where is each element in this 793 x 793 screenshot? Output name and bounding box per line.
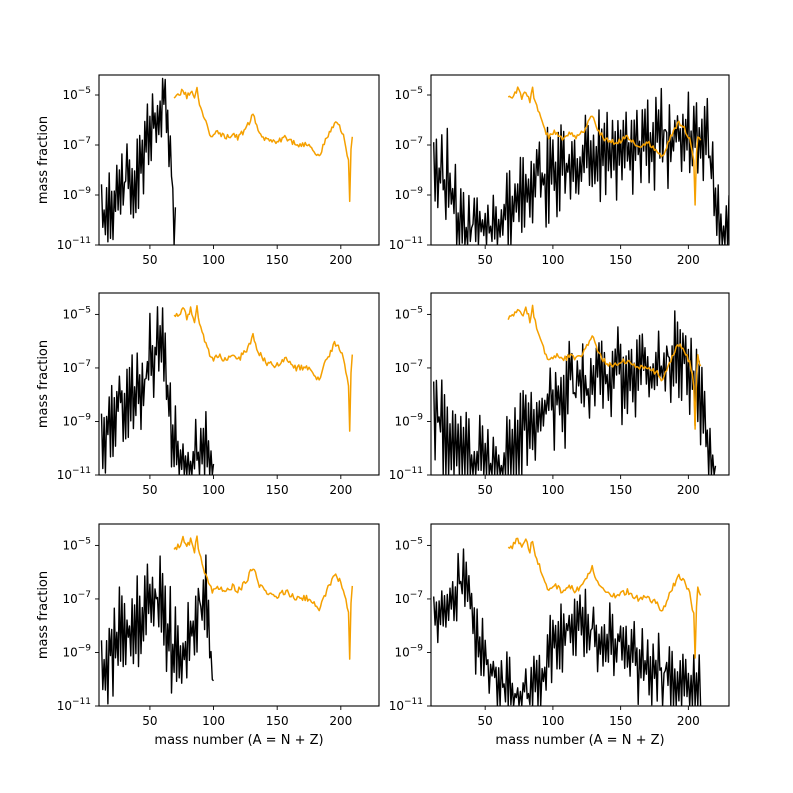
orange-series-line: [173, 304, 354, 432]
y-tick-label: 10−5: [62, 536, 91, 552]
y-tick-label: 10−7: [394, 590, 423, 606]
orange-series-line: [173, 535, 354, 660]
x-tick-label: 150: [609, 253, 632, 267]
y-tick-label: 10−11: [57, 466, 91, 482]
plot-frame: [98, 523, 380, 707]
x-tick-label: 50: [478, 253, 493, 267]
x-tick-label: 50: [478, 714, 493, 728]
y-tick-label: 10−9: [394, 412, 423, 428]
x-axis-label: mass number (A = N + Z): [154, 733, 323, 748]
black-series-line: [100, 554, 215, 705]
x-tick-label: 50: [142, 483, 157, 497]
plot-frame: [430, 74, 730, 246]
y-tick-label: 10−7: [62, 136, 91, 152]
plot-frame: [430, 523, 730, 707]
panel-bottom-left: 50 100 150 200 10−11 10−9 10−7 10−5 mass fractio…: [36, 523, 380, 748]
black-series-line: [433, 87, 729, 245]
y-tick-label: 10−11: [389, 236, 423, 252]
x-tick-label: 100: [202, 714, 225, 728]
y-tick-label: 10−5: [394, 86, 423, 102]
x-tick-label: 200: [329, 253, 352, 267]
x-tick-label: 200: [677, 714, 700, 728]
x-tick-label: 150: [266, 714, 289, 728]
x-tick-label: 100: [541, 253, 564, 267]
y-axis-label: mass fraction: [36, 571, 51, 659]
y-tick-label: 10−7: [62, 590, 91, 606]
y-tick-label: 10−7: [394, 359, 423, 375]
x-tick-label: 150: [266, 253, 289, 267]
y-tick-label: 10−9: [62, 643, 91, 659]
x-tick-label: 150: [609, 714, 632, 728]
x-axis-label: mass number (A = N + Z): [495, 733, 664, 748]
x-tick-label: 150: [266, 483, 289, 497]
x-tick-label: 150: [609, 483, 632, 497]
y-tick-label: 10−5: [62, 86, 91, 102]
panel-top-right: 50 100 150 200 10−11 10−9 10−7 10−5: [389, 74, 730, 267]
x-tick-label: 50: [142, 714, 157, 728]
orange-series-line: [507, 86, 702, 206]
y-tick-label: 10−9: [62, 412, 91, 428]
x-tick-label: 100: [541, 483, 564, 497]
x-tick-label: 200: [677, 253, 700, 267]
black-series-line: [100, 77, 177, 245]
x-tick-label: 200: [677, 483, 700, 497]
x-tick-label: 100: [202, 253, 225, 267]
plot-frame: [98, 292, 380, 476]
panel-top-left: 50 100 150 200 10−11 10−9 10−7 10−5 mass fractio…: [36, 74, 380, 267]
y-tick-label: 10−5: [394, 305, 423, 321]
y-tick-label: 10−7: [62, 359, 91, 375]
panel-middle-right: 50 100 150 200 10−11 10−9 10−7 10−5: [389, 292, 730, 497]
y-tick-label: 10−9: [394, 643, 423, 659]
y-tick-label: 10−5: [394, 536, 423, 552]
panel-bottom-right: 50 100 150 200 10−11 10−9 10−7 10−5 mass number …: [389, 523, 730, 748]
orange-series-line: [173, 86, 354, 203]
y-tick-label: 10−7: [394, 136, 423, 152]
panel-middle-left: 50 100 150 200 10−11 10−9 10−7 10−5 mass fractio…: [36, 292, 380, 497]
black-series-line: [433, 310, 717, 475]
x-tick-label: 50: [142, 253, 157, 267]
y-axis-label: mass fraction: [36, 116, 51, 204]
plot-frame: [98, 74, 380, 246]
y-tick-label: 10−5: [62, 305, 91, 321]
y-tick-label: 10−11: [57, 236, 91, 252]
x-tick-label: 200: [329, 483, 352, 497]
x-tick-label: 50: [478, 483, 493, 497]
x-tick-label: 200: [329, 714, 352, 728]
x-tick-label: 100: [541, 714, 564, 728]
y-tick-label: 10−11: [57, 697, 91, 713]
black-series-line: [100, 306, 215, 475]
orange-series-line: [507, 304, 702, 430]
plot-frame: [430, 292, 730, 476]
y-tick-label: 10−11: [389, 697, 423, 713]
y-tick-label: 10−11: [389, 466, 423, 482]
y-tick-label: 10−9: [62, 186, 91, 202]
x-tick-label: 100: [202, 483, 225, 497]
y-axis-label: mass fraction: [36, 340, 51, 428]
black-series-line: [433, 548, 702, 706]
orange-series-line: [507, 537, 702, 659]
y-tick-label: 10−9: [394, 186, 423, 202]
